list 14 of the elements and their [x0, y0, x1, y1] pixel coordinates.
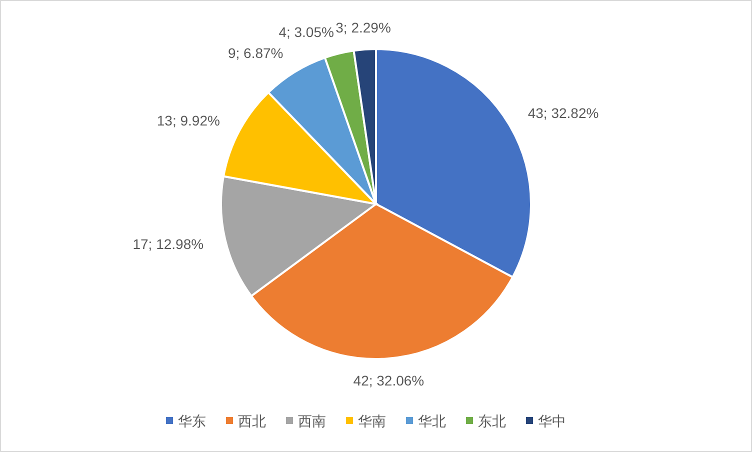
legend-label: 华中	[538, 412, 566, 429]
data-label: 4; 3.05%	[278, 24, 334, 40]
legend-label: 华东	[178, 412, 206, 429]
legend-label: 华北	[418, 412, 446, 429]
legend-label: 西南	[298, 412, 326, 429]
data-label: 42; 32.06%	[353, 372, 424, 388]
data-label: 3; 2.29%	[336, 19, 391, 36]
data-label: 17; 12.98%	[132, 236, 204, 252]
legend-label: 东北	[478, 412, 506, 429]
data-label: 13; 9.92%	[156, 112, 220, 128]
data-label: 43; 32.82%	[528, 104, 599, 121]
data-label: 9; 6.87%	[228, 45, 284, 62]
legend-label: 华南	[358, 412, 386, 429]
legend-label: 西北	[238, 412, 266, 429]
